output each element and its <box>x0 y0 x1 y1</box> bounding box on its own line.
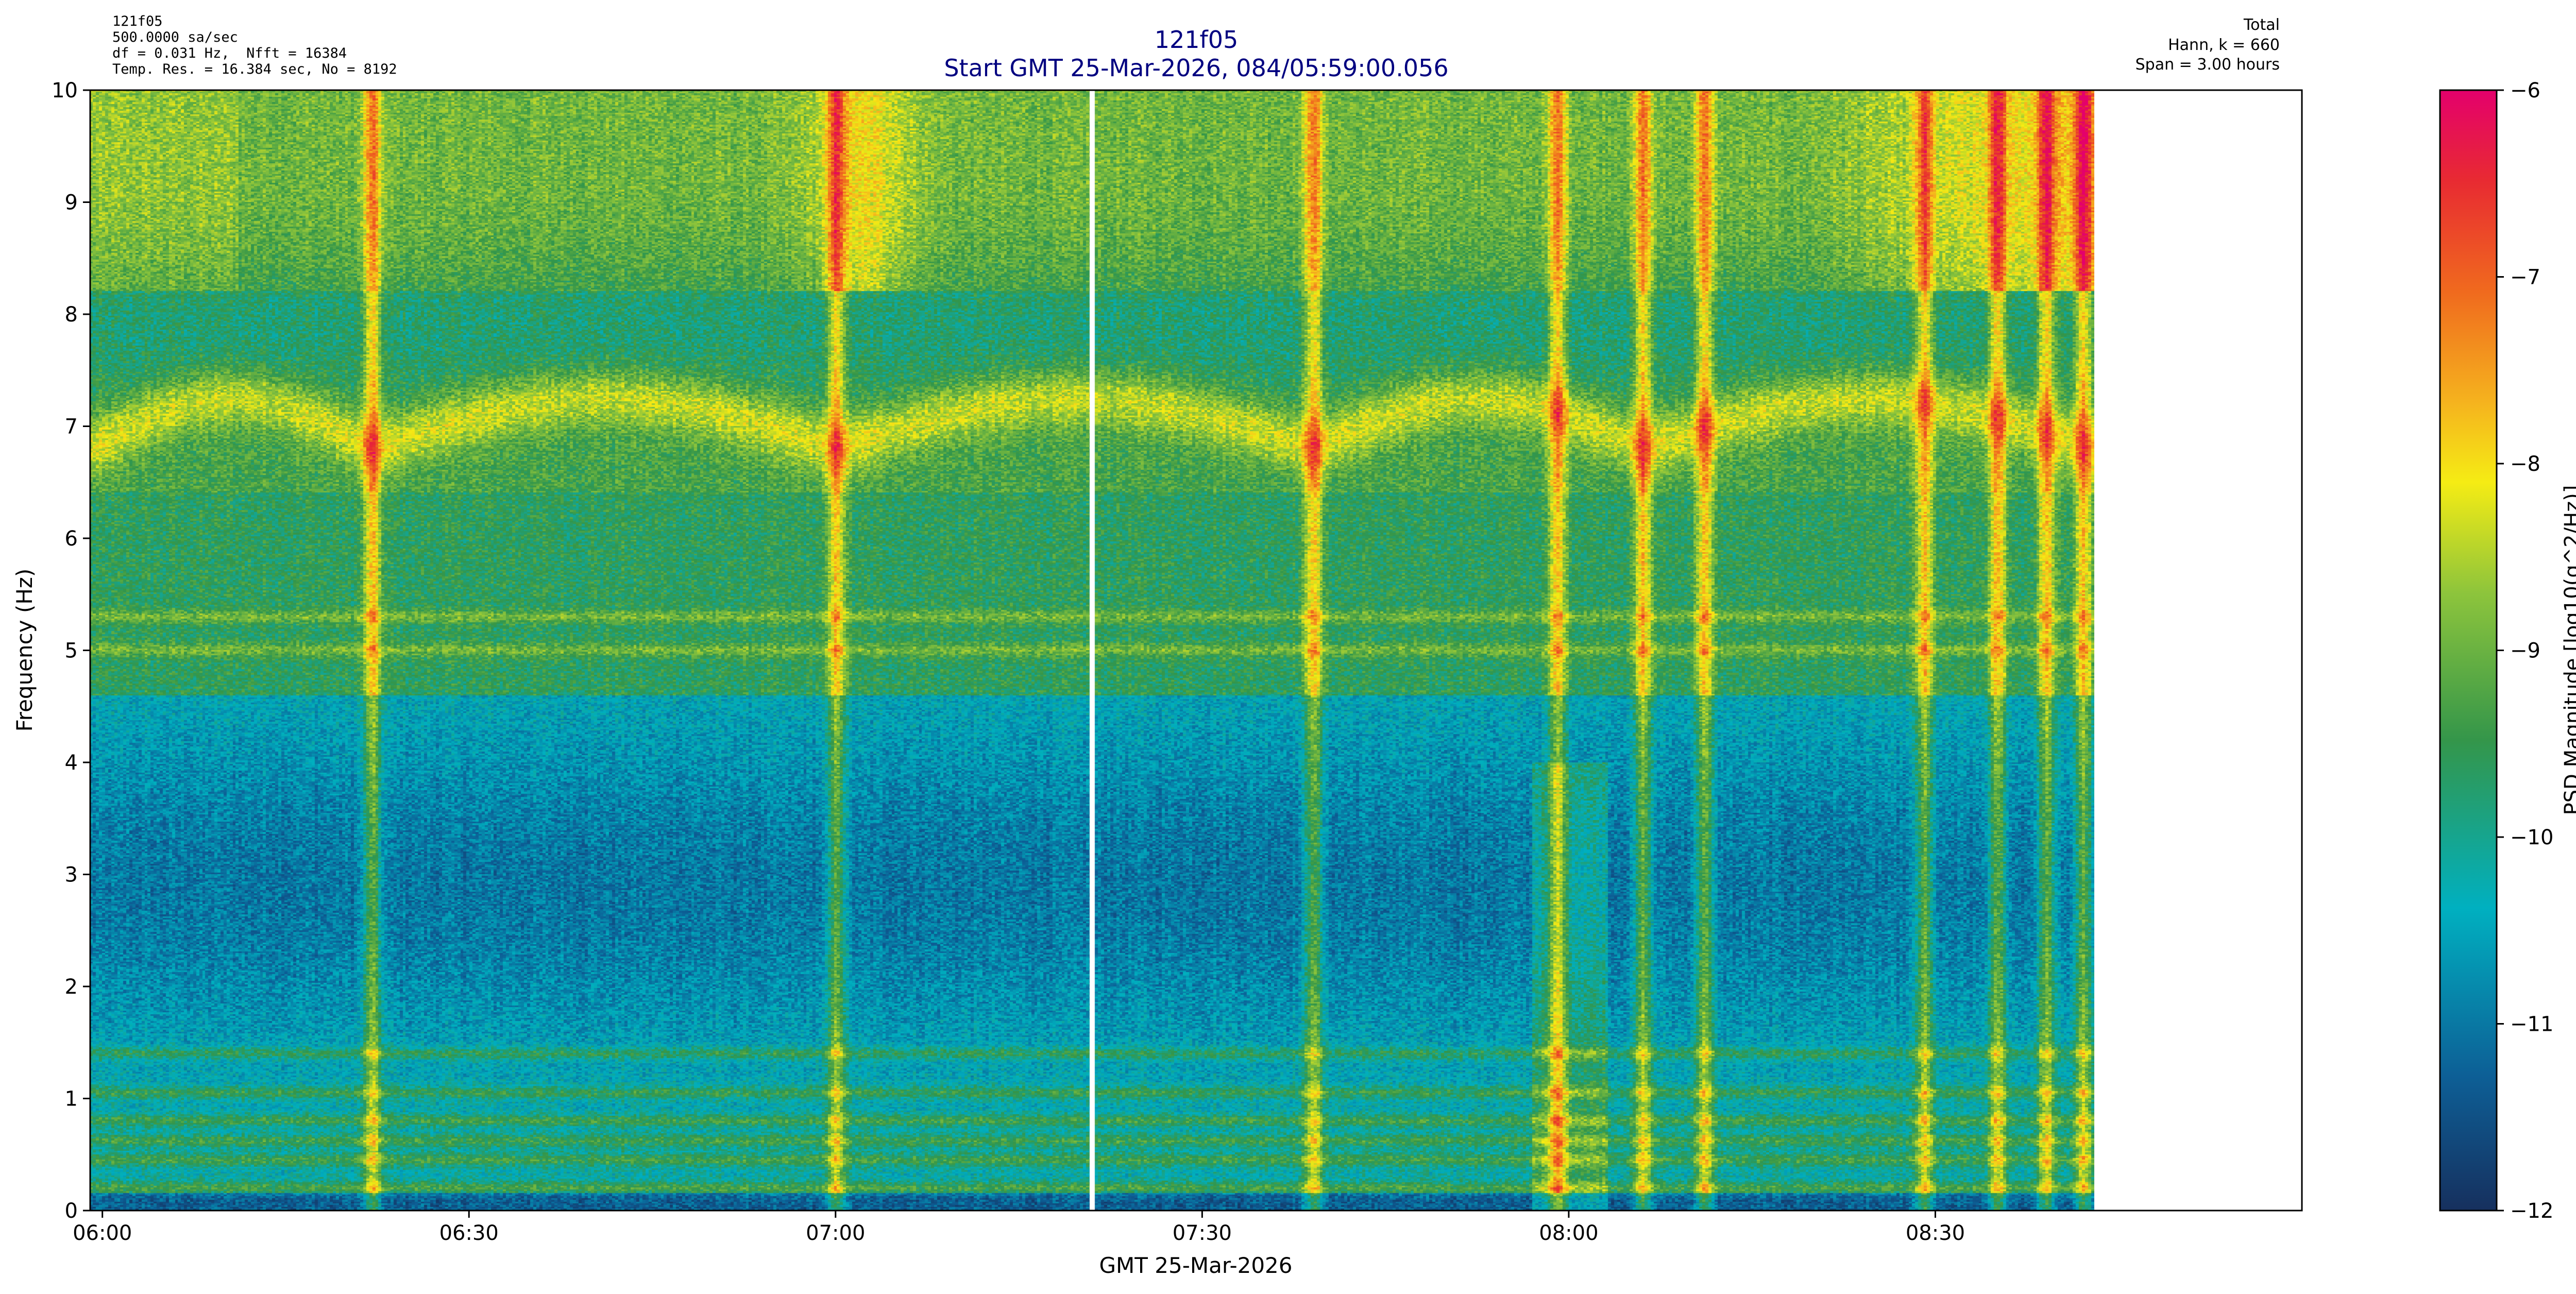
colorbar-tick-label: −10 <box>2510 826 2553 849</box>
y-tick-label: 6 <box>65 527 78 551</box>
x-tick-label: 06:00 <box>73 1221 132 1245</box>
y-axis-label: Frequency (Hz) <box>12 569 37 732</box>
info-line-1: 121f05 <box>112 13 163 29</box>
x-tick-label: 07:30 <box>1173 1221 1232 1245</box>
chart-title: 121f05 <box>1155 26 1239 54</box>
y-tick-label: 5 <box>65 639 78 663</box>
x-tick-label: 07:00 <box>806 1221 865 1245</box>
y-axis: 0 1 2 3 4 5 6 7 8 9 10 <box>52 79 90 1223</box>
y-tick-label: 1 <box>65 1087 78 1111</box>
heatmap-canvas <box>90 90 2094 1211</box>
colorbar: −12 −11 −10 −9 −8 −7 −6 PSD Magnitude [log10(g… <box>2439 79 2576 1223</box>
info-right-line-3: Span = 3.00 hours <box>2136 56 2280 74</box>
y-tick-label: 7 <box>65 415 78 439</box>
colorbar-tick-label: −8 <box>2510 452 2540 476</box>
colorbar-ticks: −12 −11 −10 −9 −8 −7 −6 <box>2497 79 2553 1223</box>
y-tick-label: 2 <box>65 975 78 999</box>
info-right-line-1: Total <box>2243 16 2280 34</box>
info-block-left: 121f05 500.0000 sa/sec df = 0.031 Hz, Nf… <box>112 13 397 77</box>
heatmap-region <box>90 90 2094 1211</box>
chart-subtitle: Start GMT 25-Mar-2026, 084/05:59:00.056 <box>944 54 1448 82</box>
colorbar-tick-label: −7 <box>2510 266 2540 290</box>
x-axis: 06:00 06:30 07:00 07:30 08:00 08:30 <box>73 1211 1965 1245</box>
info-block-right: Total Hann, k = 660 Span = 3.00 hours <box>2136 16 2280 74</box>
plot-area: 06:00 06:30 07:00 07:30 08:00 08:30 0 1 2 3 4 5 6 7 8… <box>12 79 2303 1278</box>
info-right-line-2: Hann, k = 660 <box>2168 36 2280 54</box>
info-line-3: df = 0.031 Hz, Nfft = 16384 <box>112 45 347 61</box>
x-tick-label: 06:30 <box>439 1221 499 1245</box>
x-axis-label: GMT 25-Mar-2026 <box>1099 1253 1293 1278</box>
y-tick-label: 10 <box>52 79 78 103</box>
colorbar-tick-label: −12 <box>2510 1199 2553 1223</box>
colorbar-tick-label: −9 <box>2510 639 2540 663</box>
y-tick-label: 8 <box>65 303 78 327</box>
colorbar-gradient <box>2440 90 2497 1211</box>
info-line-2: 500.0000 sa/sec <box>112 29 238 45</box>
y-tick-label: 0 <box>65 1199 78 1223</box>
x-tick-label: 08:00 <box>1539 1221 1598 1245</box>
colorbar-tick-label: −6 <box>2510 79 2540 103</box>
y-tick-label: 3 <box>65 863 78 887</box>
y-tick-label: 9 <box>65 191 78 215</box>
info-line-4: Temp. Res. = 16.384 sec, No = 8192 <box>112 61 397 77</box>
x-tick-label: 08:30 <box>1906 1221 1965 1245</box>
y-tick-label: 4 <box>65 751 78 775</box>
colorbar-tick-label: −11 <box>2510 1013 2553 1036</box>
colorbar-label: PSD Magnitude [log10(g^2/Hz)] <box>2561 485 2576 815</box>
